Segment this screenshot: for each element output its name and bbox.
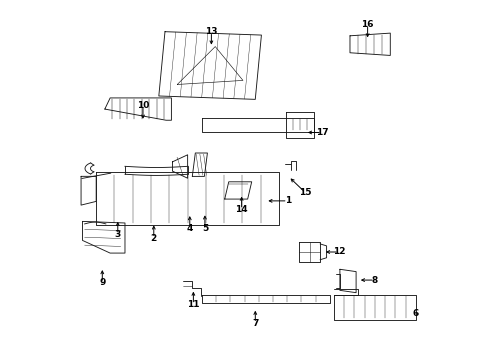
Text: 14: 14 — [235, 205, 247, 214]
Text: 15: 15 — [298, 188, 310, 197]
Text: 16: 16 — [361, 20, 373, 29]
Text: 1: 1 — [284, 197, 290, 205]
Text: 5: 5 — [202, 224, 207, 233]
Text: 9: 9 — [99, 279, 105, 288]
Text: 17: 17 — [315, 128, 327, 137]
Text: 4: 4 — [186, 225, 193, 234]
Text: 12: 12 — [332, 247, 345, 256]
Text: 6: 6 — [411, 310, 418, 319]
Text: 8: 8 — [371, 276, 377, 284]
Text: 10: 10 — [137, 100, 149, 109]
Text: 13: 13 — [204, 27, 217, 36]
Text: 11: 11 — [187, 300, 199, 309]
Text: 7: 7 — [252, 319, 258, 328]
Text: 2: 2 — [150, 234, 157, 243]
Text: 3: 3 — [114, 230, 121, 239]
